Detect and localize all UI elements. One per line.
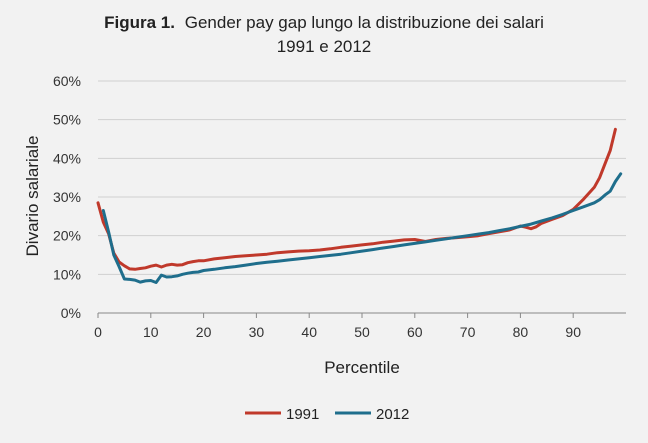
y-tick-label: 10% (53, 266, 81, 282)
x-axis-label: Percentile (324, 358, 400, 377)
chart-title-main: Gender pay gap lungo la distribuzione de… (185, 13, 544, 32)
y-axis-ticks: 0% 10% 20% 30% 40% 50% 60% (53, 73, 81, 321)
y-tick-label: 50% (53, 112, 81, 128)
legend-item-2012: 2012 (335, 406, 409, 423)
x-tick-label: 0 (94, 324, 102, 340)
legend-item-1991: 1991 (245, 406, 319, 423)
x-tick-label: 70 (460, 324, 476, 340)
grid-lines (98, 80, 626, 314)
legend-label: 1991 (286, 406, 319, 423)
x-tick-label: 40 (301, 324, 317, 340)
y-axis-label: Divario salariale (23, 136, 42, 257)
y-tick-label: 30% (53, 189, 81, 205)
x-tick-label: 60 (407, 324, 423, 340)
x-tick-label: 90 (565, 324, 581, 340)
x-axis-ticks: 0 10 20 30 40 50 60 70 80 90 (94, 313, 581, 340)
x-tick-label: 20 (196, 324, 212, 340)
x-tick-label: 30 (249, 324, 265, 340)
series-lines (96, 127, 623, 284)
y-tick-label: 60% (53, 73, 81, 89)
x-tick-label: 80 (513, 324, 529, 340)
chart-title-line2: 1991 e 2012 (277, 37, 372, 56)
x-tick-label: 50 (354, 324, 370, 340)
series-line-1991 (96, 127, 617, 271)
y-tick-label: 40% (53, 150, 81, 166)
y-tick-label: 20% (53, 228, 81, 244)
x-tick-label: 10 (143, 324, 159, 340)
y-tick-label: 0% (61, 305, 81, 321)
chart-title-line1: Figura 1. Gender pay gap lungo la distri… (104, 13, 544, 32)
legend: 1991 2012 (245, 406, 409, 423)
legend-label: 2012 (376, 406, 409, 423)
series-line-2012 (101, 172, 623, 284)
chart-title-prefix: Figura 1. (104, 13, 175, 32)
